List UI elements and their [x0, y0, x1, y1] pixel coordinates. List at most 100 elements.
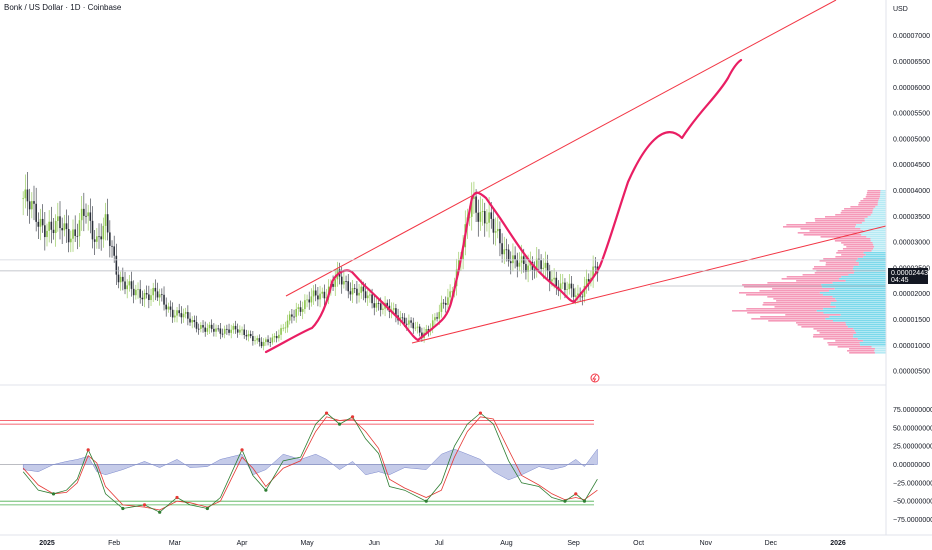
- candle: [319, 285, 321, 308]
- volume-profile-bar: [836, 252, 864, 254]
- crossover-dot: [424, 499, 428, 503]
- candle: [46, 223, 48, 247]
- candle: [301, 301, 304, 320]
- osc-tick-label: 0.00000000: [893, 462, 930, 469]
- volume-profile-bar: [825, 318, 886, 320]
- candle: [499, 221, 501, 257]
- crossover-dot: [205, 506, 209, 511]
- candle: [85, 203, 87, 224]
- candle: [416, 321, 419, 334]
- osc-tick-label: 75.00000000: [893, 407, 932, 414]
- candle: [221, 328, 224, 338]
- crossover-dot: [51, 492, 56, 496]
- price-axis[interactable]: 0.00007000 0.00006500 0.00006000 0.00005500…: [893, 33, 930, 375]
- volume-profile-bar: [863, 340, 886, 342]
- time-tick-label: Dec: [765, 540, 778, 547]
- volume-profile-bar: [786, 224, 857, 226]
- candle: [312, 285, 315, 305]
- oscillator-axis[interactable]: 75.00000000 50.00000000 25.00000000 0.00000…: [893, 407, 932, 524]
- candle: [278, 329, 280, 342]
- osc-tick-label: −50.00000000: [893, 499, 932, 506]
- candle: [193, 315, 196, 328]
- candle: [57, 202, 59, 232]
- candle: [473, 181, 475, 214]
- time-tick-label: 2025: [39, 540, 55, 547]
- candle: [239, 325, 241, 336]
- candle: [434, 313, 436, 327]
- volume-profile-bar: [853, 336, 886, 338]
- price-pane[interactable]: 0.00007000 0.00006500 0.00006000 0.00005500…: [0, 0, 930, 383]
- volume-profile-bar: [858, 204, 878, 206]
- volume-profile-bar: [845, 322, 886, 324]
- candle: [555, 271, 558, 295]
- volume-profile-bar: [844, 208, 874, 210]
- volume-profile-bar: [867, 216, 886, 218]
- last-price-value: 0.00002443: [891, 270, 928, 277]
- volume-profile-bar: [878, 200, 886, 202]
- crossover-dots: [51, 411, 587, 514]
- candle: [98, 223, 100, 249]
- volume-profile-bar: [774, 306, 836, 308]
- candle: [111, 240, 113, 258]
- price-countdown: 04:45: [891, 277, 909, 284]
- candle: [516, 252, 519, 278]
- volume-profile-bar: [863, 230, 886, 232]
- candle: [187, 305, 189, 326]
- time-axis[interactable]: 2025 Feb Mar Apr May Jun Jul Aug Sep Oct Nov Dec 202…: [39, 540, 846, 547]
- lower-trendline[interactable]: [411, 225, 887, 344]
- candle: [217, 324, 220, 332]
- volume-profile-bar: [746, 308, 824, 310]
- crossover-dot: [142, 503, 147, 507]
- volume-profile-bar: [841, 254, 866, 256]
- volume-profile-bar: [864, 218, 886, 220]
- candle: [286, 314, 289, 333]
- candle: [304, 294, 306, 314]
- volume-profile-bar: [867, 190, 881, 192]
- volume-profile-bar: [836, 300, 886, 302]
- lightning-icon[interactable]: [590, 373, 600, 383]
- volume-profile-bar: [800, 228, 861, 230]
- candle: [236, 323, 239, 338]
- volume-profile-bar: [860, 344, 886, 346]
- volume-profile-bar: [782, 226, 856, 228]
- oscillator-pane[interactable]: 75.00000000 50.00000000 25.00000000 0.00000…: [0, 407, 932, 524]
- volume-profile-bar: [819, 292, 886, 294]
- volume-profile-bar: [835, 214, 871, 216]
- volume-profile-bar: [767, 282, 833, 284]
- candle: [299, 300, 302, 316]
- candle: [479, 196, 482, 231]
- candle: [167, 302, 170, 313]
- volume-profile-bar: [874, 246, 886, 248]
- volume-profile-bar: [823, 294, 886, 296]
- volume-profile-bar: [872, 242, 886, 244]
- volume-profile-bar: [751, 318, 826, 320]
- candle: [61, 217, 63, 244]
- volume-profile-bar: [823, 258, 858, 260]
- candle: [182, 308, 185, 323]
- volume-profile-bar: [870, 238, 886, 240]
- candle: [540, 254, 542, 275]
- candle: [265, 337, 267, 346]
- candle: [122, 267, 124, 291]
- pattern-annotation[interactable]: [264, 58, 743, 354]
- volume-profile-bar: [866, 192, 881, 194]
- candle: [418, 323, 421, 337]
- volume-profile-bar: [809, 230, 864, 232]
- candle: [353, 283, 356, 294]
- volume-profile-bar: [832, 282, 886, 284]
- volume-profile-bar: [816, 310, 886, 312]
- candle: [126, 279, 128, 299]
- volume-profile-bar: [856, 332, 886, 334]
- upper-trendline[interactable]: [285, 0, 837, 297]
- crossover-dot: [350, 415, 355, 419]
- time-tick-label: May: [300, 540, 314, 547]
- currency-label[interactable]: USD: [893, 6, 908, 13]
- candle: [213, 323, 215, 337]
- candle: [334, 269, 337, 297]
- candle: [410, 317, 412, 328]
- candle: [215, 324, 217, 337]
- volume-profile-bar: [781, 278, 840, 280]
- volume-profile-bar: [865, 254, 886, 256]
- volume-profile-bar: [819, 260, 857, 262]
